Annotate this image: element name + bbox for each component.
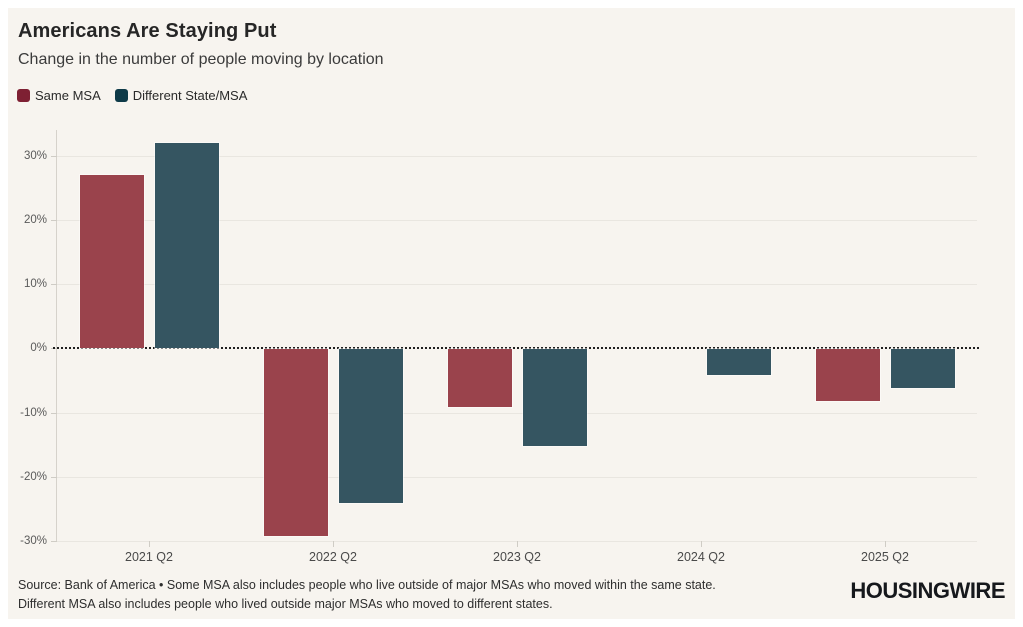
bar-2023-q2-different-state-msa	[522, 349, 587, 446]
x-axis-tick	[333, 541, 334, 547]
y-axis-label: 0%	[30, 342, 47, 355]
plot-area: 30% 20% 10% 0% -10% -20% -30% 2021 Q2 2022 Q2 202…	[20, 130, 981, 564]
chart-panel: Americans Are Staying Put Change in the …	[8, 8, 1015, 619]
y-axis-label: -20%	[20, 470, 47, 483]
x-axis-tick	[149, 541, 150, 547]
y-axis-tick	[51, 476, 57, 478]
legend-item-same-msa: Same MSA	[17, 88, 101, 103]
legend-swatch-different-state-msa	[114, 89, 128, 102]
bar-2022-q2-same-msa	[263, 349, 328, 536]
x-axis-label-2023-q2: 2023 Q2	[493, 550, 541, 564]
y-axis-tick	[51, 412, 57, 414]
y-axis-label: 10%	[23, 278, 47, 291]
y-axis-label: 20%	[23, 213, 47, 226]
y-axis-tick	[51, 219, 57, 221]
y-axis-tick	[51, 284, 57, 286]
page-title: Americans Are Staying Put	[18, 20, 277, 42]
gridline-20	[57, 219, 977, 221]
bar-2024-q2-different-state-msa	[706, 349, 771, 376]
y-axis-label: -30%	[20, 535, 47, 547]
y-axis-tick	[51, 155, 57, 157]
x-axis-label-2021-q2: 2021 Q2	[125, 550, 173, 564]
legend-item-different-state-msa: Different State/MSA	[114, 88, 248, 103]
x-axis-tick	[885, 541, 886, 547]
gridline--20	[57, 476, 977, 478]
y-axis-label: 30%	[23, 149, 47, 162]
gridline-30	[57, 155, 977, 157]
y-axis-tick	[51, 541, 57, 542]
bar-chart: 30% 20% 10% 0% -10% -20% -30% 2021 Q2 2022 Q2 202…	[8, 8, 1015, 619]
y-axis-line	[56, 130, 57, 541]
bar-2025-q2-same-msa	[815, 349, 880, 401]
gridline-10	[57, 284, 977, 286]
gridline--10	[57, 412, 977, 414]
legend-label: Different State/MSA	[132, 88, 248, 103]
legend: Same MSA Different State/MSA	[17, 88, 247, 103]
x-axis-label-2022-q2: 2022 Q2	[309, 550, 357, 564]
zero-baseline-dotted	[53, 347, 981, 350]
bar-2022-q2-different-state-msa	[338, 349, 403, 504]
chart-subtitle: Change in the number of people moving by…	[18, 51, 384, 68]
bar-2021-q2-same-msa	[79, 174, 144, 349]
legend-label: Same MSA	[35, 88, 101, 103]
source-note-line2: Different MSA also includes people who l…	[18, 597, 553, 611]
source-note-line1: Source: Bank of America • Some MSA also …	[18, 578, 716, 592]
x-axis-label-2024-q2: 2024 Q2	[677, 550, 725, 564]
y-axis-label: -10%	[20, 406, 47, 419]
legend-swatch-same-msa	[17, 89, 30, 102]
housingwire-logo: HOUSINGWIRE	[850, 578, 1005, 603]
bar-2021-q2-different-state-msa	[154, 142, 219, 349]
x-axis-tick	[517, 541, 518, 547]
x-axis-tick	[701, 541, 702, 547]
x-axis-label-2025-q2: 2025 Q2	[861, 550, 909, 564]
bar-2023-q2-same-msa	[447, 349, 512, 408]
bar-2025-q2-different-state-msa	[890, 349, 955, 388]
